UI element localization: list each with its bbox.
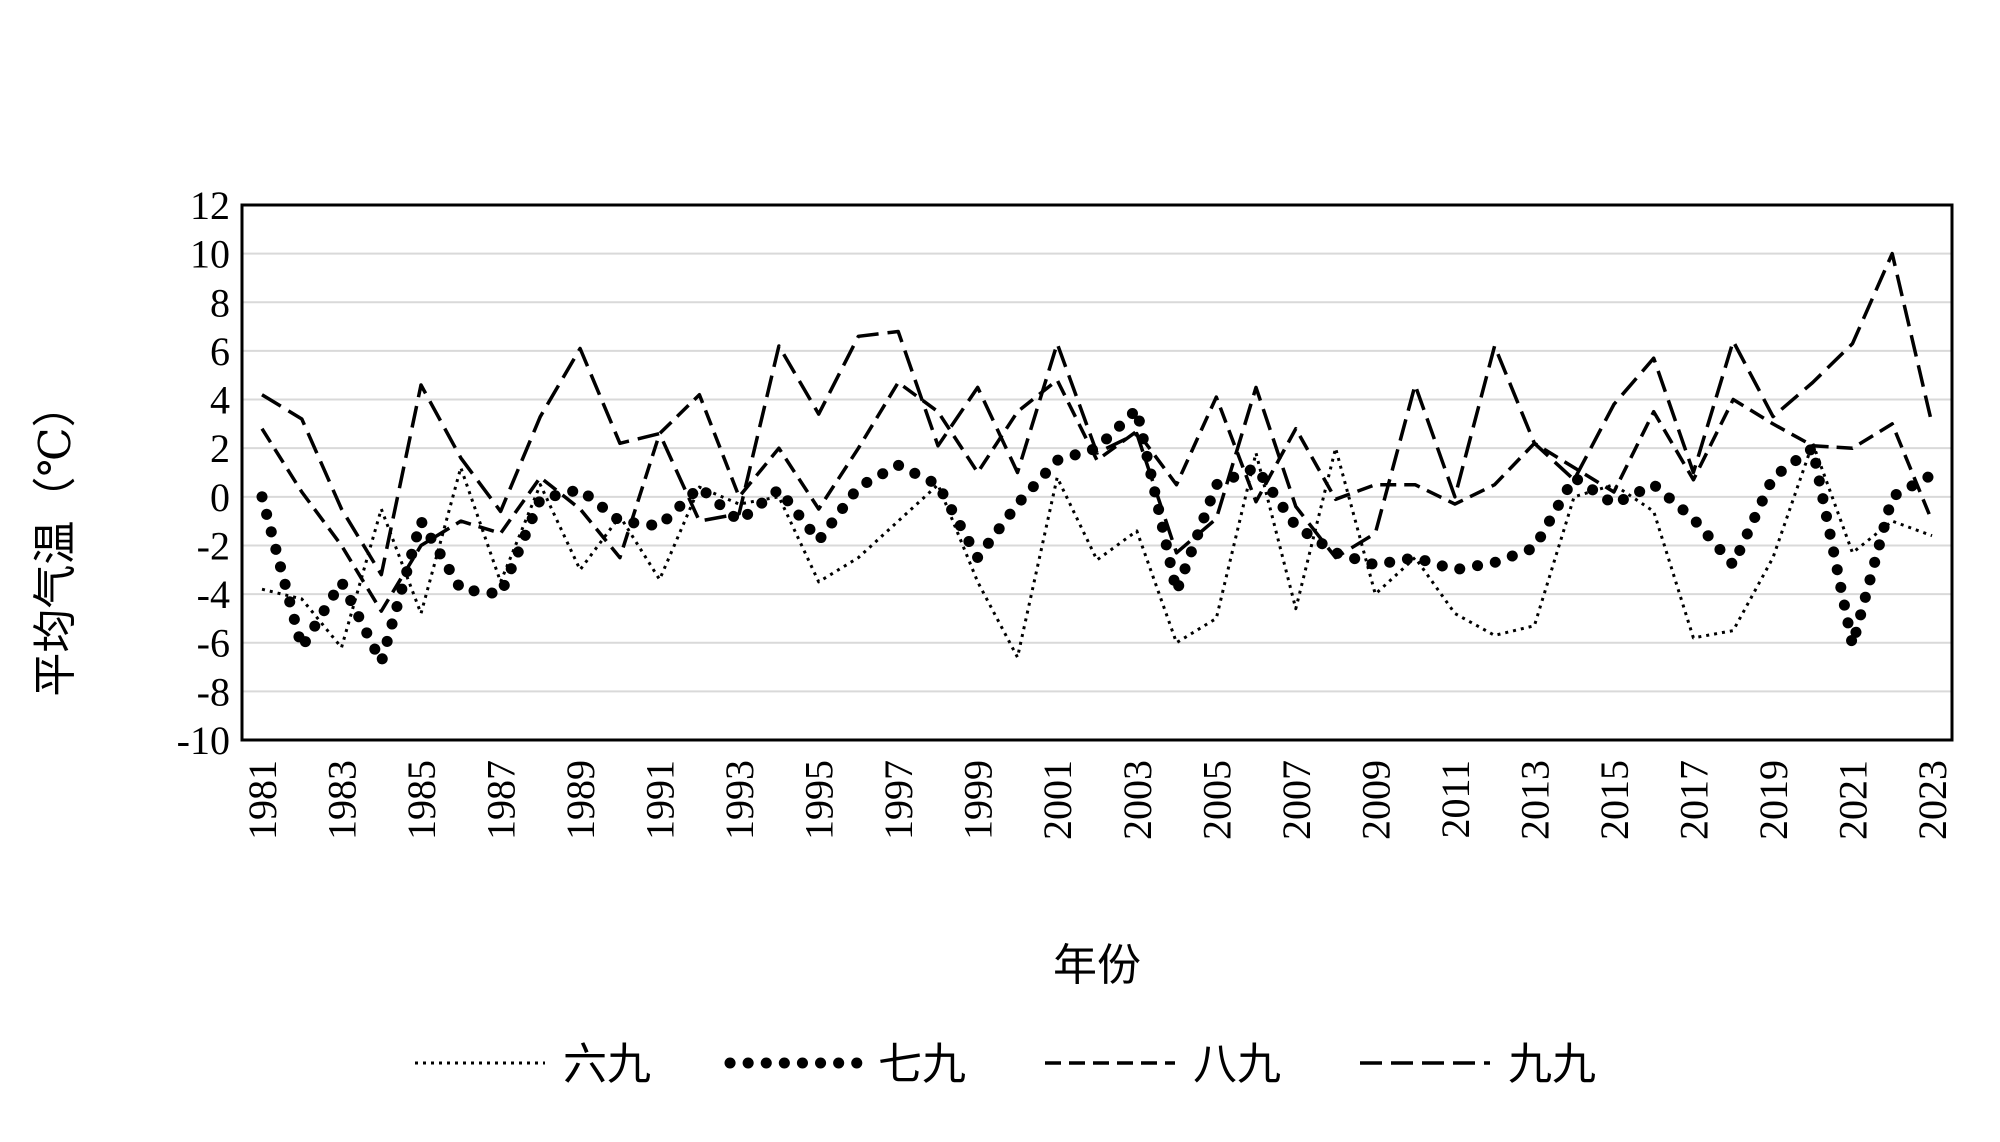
plot-area-frame xyxy=(240,203,1954,742)
legend-label: 九九 xyxy=(1508,1039,1596,1090)
x-tick-label: 1983 xyxy=(320,760,365,840)
x-tick-label: 2021 xyxy=(1830,760,1875,840)
y-tick-label: -10 xyxy=(177,718,230,763)
x-tick-label: 2013 xyxy=(1512,760,1557,840)
series-layer xyxy=(256,251,1938,668)
x-tick-label: 2009 xyxy=(1353,760,1398,840)
x-tick-label: 2017 xyxy=(1671,760,1716,840)
y-tick-label: 0 xyxy=(210,475,230,520)
series-line-4 xyxy=(261,251,1934,577)
x-tick-label: 2001 xyxy=(1035,760,1080,840)
series-line-3 xyxy=(260,378,1934,613)
legend-label: 七九 xyxy=(878,1039,966,1090)
y-tick-label: -4 xyxy=(197,572,230,617)
x-tick-label: 2003 xyxy=(1115,760,1160,840)
y-tick-label: 6 xyxy=(210,329,230,374)
legend-label: 八九 xyxy=(1193,1039,1281,1090)
x-tick-label: 2023 xyxy=(1910,760,1955,840)
x-tick-label: 1997 xyxy=(876,760,921,840)
y-tick-label: -8 xyxy=(197,669,230,714)
x-tick-label: 2005 xyxy=(1194,760,1239,840)
x-tick-label: 1995 xyxy=(797,760,842,840)
y-axis-title: 平均气温（℃） xyxy=(30,383,81,696)
gridlines xyxy=(242,252,1952,693)
x-axis-title: 年份 xyxy=(1053,940,1141,991)
x-tick-label: 2011 xyxy=(1433,760,1478,839)
y-tick-label: 2 xyxy=(210,426,230,471)
x-tick-label: 1999 xyxy=(956,760,1001,840)
x-tick-label: 1987 xyxy=(479,760,524,840)
x-tick-label: 1989 xyxy=(558,760,603,840)
x-tick-label: 2007 xyxy=(1274,760,1319,840)
legend: 六九 七九 八九 九九 xyxy=(415,1039,1596,1090)
x-tick-label: 1981 xyxy=(240,760,285,840)
x-tick-label: 2019 xyxy=(1751,760,1796,840)
x-axis-tick-labels: 1981 1983 1985 1987 1989 1991 1993 1995 1997 1999… xyxy=(240,760,1955,840)
y-tick-label: -6 xyxy=(197,621,230,666)
y-tick-label: 8 xyxy=(210,280,230,325)
x-tick-label: 1991 xyxy=(638,760,683,840)
x-tick-label: 1993 xyxy=(717,760,762,840)
x-tick-label: 2015 xyxy=(1592,760,1637,840)
y-tick-label: 4 xyxy=(210,378,230,423)
legend-label: 六九 xyxy=(563,1039,651,1090)
x-tick-label: 1985 xyxy=(399,760,444,840)
y-tick-label: 12 xyxy=(190,183,230,228)
y-tick-label: -2 xyxy=(197,523,230,568)
y-tick-label: 10 xyxy=(190,232,230,277)
series-line-1 xyxy=(261,441,1933,659)
